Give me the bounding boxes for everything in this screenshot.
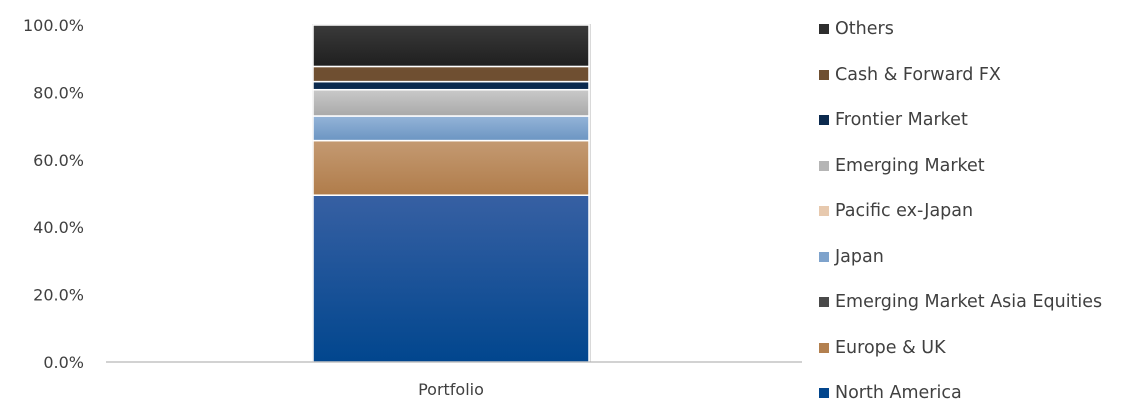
y-tick-label: 60.0% bbox=[33, 151, 84, 170]
y-tick-label: 80.0% bbox=[33, 83, 84, 102]
legend-label: Europe & UK bbox=[835, 337, 946, 358]
bar-segment-japan bbox=[312, 115, 590, 142]
y-tick-label: 20.0% bbox=[33, 286, 84, 305]
bar-segment-emerging-market bbox=[312, 88, 590, 117]
y-axis-ticks: 0.0% 20.0% 40.0% 60.0% 80.0% 100.0% bbox=[23, 16, 84, 372]
bar-segments bbox=[312, 24, 591, 363]
legend-swatch bbox=[819, 342, 829, 353]
legend-label: Japan bbox=[835, 246, 884, 267]
x-category-label: Portfolio bbox=[418, 380, 484, 399]
legend-swatch bbox=[819, 388, 829, 398]
legend-label: Cash & Forward FX bbox=[835, 64, 1001, 85]
legend-item: Emerging Market Asia Equities bbox=[819, 290, 1102, 314]
legend-swatch bbox=[819, 115, 829, 125]
legend-item: Emerging Market bbox=[819, 154, 985, 178]
legend-label: Others bbox=[835, 19, 894, 39]
bar-segment-europe-uk bbox=[312, 139, 590, 196]
legend-label: Pacific ex-Japan bbox=[835, 201, 974, 221]
legend-item: Europe & UK bbox=[819, 336, 946, 360]
legend: Others Cash & Forward FX Frontier Market Em… bbox=[819, 17, 1143, 403]
legend-item: Frontier Market bbox=[819, 108, 968, 132]
legend-label: Emerging Market Asia Equities bbox=[835, 292, 1103, 312]
bar-segment-frontier-market bbox=[312, 80, 590, 91]
x-axis-categories: Portfolio bbox=[418, 380, 484, 399]
y-tick-label: 40.0% bbox=[33, 218, 84, 237]
legend-item: Others bbox=[819, 17, 894, 41]
legend-label: North America bbox=[835, 383, 962, 403]
legend-swatch bbox=[819, 206, 829, 216]
legend-swatch bbox=[819, 69, 829, 80]
stacked-bar-chart: 0.0% 20.0% 40.0% 60.0% 80.0% 100.0% Portfolio bbox=[23, 16, 802, 399]
y-tick-label: 100.0% bbox=[23, 16, 84, 35]
legend-label: Emerging Market bbox=[835, 155, 985, 176]
bar-segment-cash-forward-fx bbox=[312, 65, 590, 83]
legend-label: Frontier Market bbox=[835, 110, 968, 130]
bar-segment-others bbox=[312, 24, 590, 68]
legend-item: Pacific ex-Japan bbox=[819, 199, 973, 223]
legend-item: Japan bbox=[819, 245, 884, 269]
bar-segment-north-america bbox=[312, 194, 590, 363]
legend-item: Cash & Forward FX bbox=[819, 63, 1001, 87]
legend-item: North America bbox=[819, 381, 962, 405]
legend-swatch bbox=[819, 297, 829, 307]
y-tick-label: 0.0% bbox=[43, 353, 84, 372]
legend-swatch bbox=[819, 251, 829, 262]
legend-swatch bbox=[819, 24, 829, 34]
legend-swatch bbox=[819, 160, 829, 171]
